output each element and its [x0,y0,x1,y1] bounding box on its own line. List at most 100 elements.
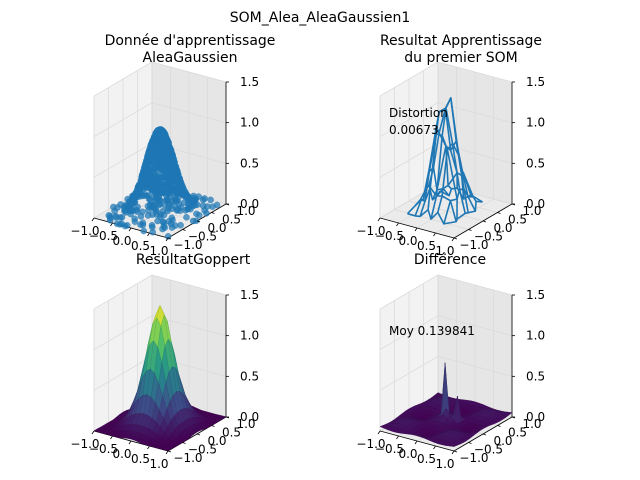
scatter-point [154,217,161,225]
scatter-point [121,222,129,230]
scatter-point [168,224,176,231]
x-tick [377,430,381,435]
x-tick [451,450,455,455]
scatter-point [137,213,145,220]
wireframe-series [406,97,484,225]
gridline [379,102,513,138]
scatter-point [199,196,207,204]
scatter-point [149,187,156,194]
y-tick-label: −1.0 [459,238,488,252]
gridline [379,61,513,97]
y-tick [182,442,186,444]
scatter-point [207,196,214,204]
x-tick-label: 0.5 [131,452,150,466]
z-tick-label: 0.0 [526,197,545,211]
x-tick-label: 0.0 [112,234,131,248]
x-tick [110,435,113,440]
x-tick [147,445,150,450]
x-tick [165,450,169,455]
z-tick-label: 1.0 [240,116,259,130]
scatter-point [164,233,172,240]
gridline [93,274,227,310]
y-tick-label: 0.5 [508,426,527,440]
y-tick-label: 1.0 [522,417,541,431]
subplot-title: ResultatGoppert [136,252,251,268]
scatter-point [140,227,147,235]
y-tick [453,450,458,453]
y-tick-label: 1.0 [522,204,541,218]
scatter-point [203,210,210,217]
x-tick-label: −1.0 [70,437,99,451]
scatter-point [143,184,150,192]
y-tick [196,433,201,436]
x-tick-label: −0.5 [89,442,118,456]
y-tick [497,425,501,427]
surface-patch [449,443,458,447]
x-tick-label: −0.5 [375,442,404,456]
scatter-point [144,212,152,219]
z-tick-label: 0.0 [240,197,259,211]
y-tick-label: 0.5 [222,426,241,440]
x-tick [396,435,399,440]
x-tick [91,430,95,435]
y-tick [211,425,215,427]
annotation: Moy 0.139841 [389,324,475,338]
x-tick-label: −0.5 [375,229,404,243]
subplot-3: −1.0−0.50.0 0.5 1.0 −1.0−0.50.00.51.00.00.5… [70,252,259,471]
x-tick-label: 1.0 [149,457,168,471]
z-tick-label: 0.5 [240,156,259,170]
y-tick-label: −1.0 [173,451,202,465]
x-tick [128,440,132,445]
scatter-point [140,192,148,200]
z-tick-label: 1.0 [526,116,545,130]
subplot-1: −1.0−0.50.0 0.5 1.0 −1.0−0.50.00.51.00.00.5… [70,33,275,258]
surface-series [93,304,227,452]
z-tick-label: 1.5 [240,288,259,302]
y-tick [167,450,172,453]
x-tick [377,217,381,222]
y-tick-label: 0.0 [207,221,226,235]
wireframe-line [407,208,451,225]
x-tick-label: 1.0 [435,244,454,258]
annotation: Distortion 0.00673 [389,106,448,137]
y-tick [167,237,172,240]
gridline [93,102,227,138]
wireframe-line [431,140,477,212]
y-tick-label: −0.5 [474,443,503,457]
scatter-point [189,217,197,225]
scatter-point [158,166,165,174]
annotation-line: Moy 0.139841 [389,324,475,338]
figure-title: SOM_Alea_AleaGaussien1 [230,10,410,26]
z-tick-label: 1.0 [240,329,259,343]
x-tick [414,440,418,445]
y-tick [453,237,458,240]
wireframe-line [428,97,469,213]
x-tick [128,227,132,232]
z-tick-label: 1.5 [526,288,545,302]
y-tick-label: 0.0 [493,434,512,448]
x-tick [451,237,455,242]
z-tick-label: 1.0 [526,329,545,343]
y-tick [482,433,487,436]
wireframe-line [439,187,484,203]
y-tick-label: 1.0 [236,417,255,431]
z-tick-label: 0.0 [526,410,545,424]
scatter-point [159,225,166,233]
subplot-title: du premier SOM [404,50,518,66]
x-tick [414,227,418,232]
y-tick [482,220,487,223]
x-tick [110,222,113,227]
y-tick-label: 1.0 [236,204,255,218]
z-tick-label: 0.0 [240,410,259,424]
z-tick-label: 0.5 [240,369,259,383]
wireframe-line [435,171,477,202]
surface-patch [163,447,172,452]
x-tick-label: −1.0 [356,437,385,451]
x-tick-label: 0.5 [131,239,150,253]
x-tick-label: 1.0 [435,457,454,471]
y-tick [468,229,472,231]
y-tick-label: 0.0 [207,434,226,448]
x-tick-label: −0.5 [89,229,118,243]
gridline [379,274,513,310]
